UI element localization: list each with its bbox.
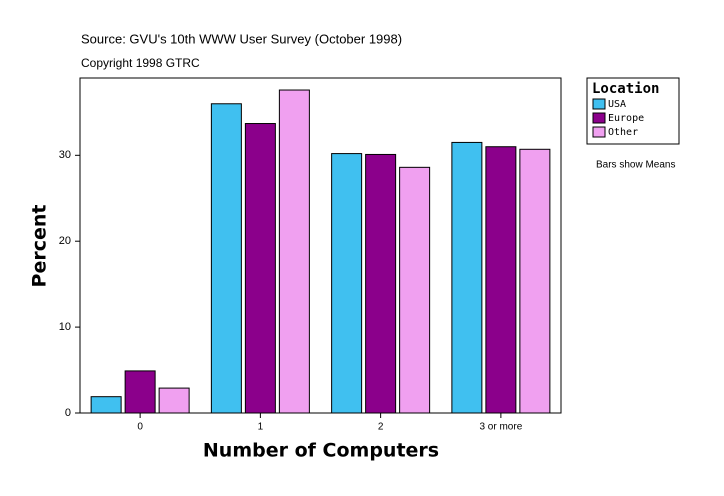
bar xyxy=(399,166,431,414)
bar xyxy=(485,146,517,414)
x-tick-label: 3 or more xyxy=(479,422,522,433)
x-tick-label: 0 xyxy=(137,422,143,433)
legend-swatch xyxy=(592,112,606,124)
chart-subtitle: Copyright 1998 GTRC xyxy=(81,56,200,70)
chart-title: Source: GVU's 10th WWW User Survey (Octo… xyxy=(81,31,402,46)
bar xyxy=(331,153,363,414)
x-tick-label: 2 xyxy=(378,422,384,433)
bar xyxy=(210,103,242,414)
x-axis-label: Number of Computers xyxy=(203,440,439,462)
legend-title: Location xyxy=(592,81,659,97)
bar xyxy=(278,89,310,414)
y-axis-label: Percent xyxy=(29,205,51,288)
y-tick-label: 30 xyxy=(59,149,71,161)
legend-swatch xyxy=(592,98,606,110)
bar xyxy=(124,370,156,414)
y-tick-label: 20 xyxy=(59,235,71,247)
bar xyxy=(158,387,190,414)
bar xyxy=(519,148,551,414)
legend-label: Other xyxy=(608,127,638,138)
note: Bars show Means xyxy=(596,160,675,171)
bar xyxy=(90,396,122,414)
legend-swatch xyxy=(592,126,606,138)
y-tick-label: 0 xyxy=(65,407,71,419)
x-tick-label: 1 xyxy=(258,422,264,433)
legend-label: Europe xyxy=(608,113,644,124)
bar xyxy=(244,123,276,414)
y-tick-label: 10 xyxy=(59,321,71,333)
bar xyxy=(451,141,483,414)
bar xyxy=(365,153,397,414)
legend-label: USA xyxy=(608,99,626,110)
plot-frame xyxy=(79,77,562,414)
